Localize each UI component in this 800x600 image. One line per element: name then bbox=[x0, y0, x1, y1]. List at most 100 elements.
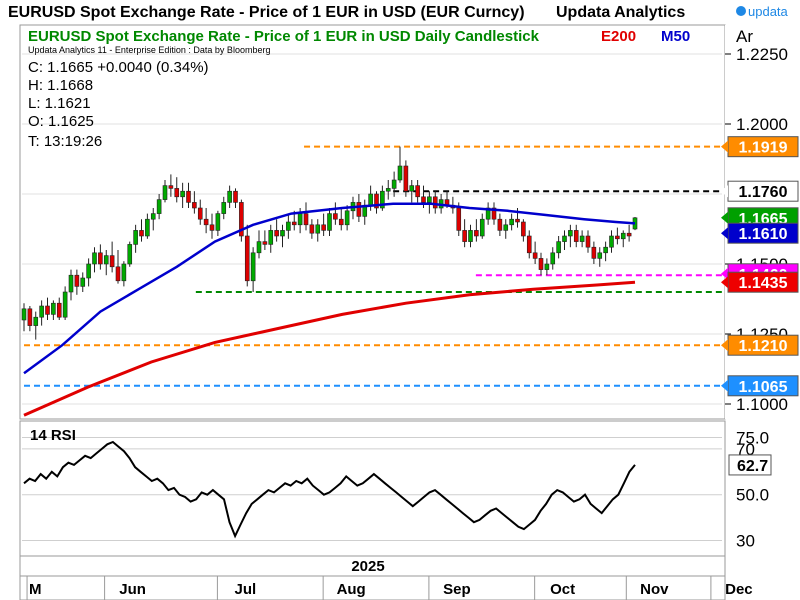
candle-body bbox=[186, 190, 191, 203]
candle-body bbox=[568, 230, 573, 237]
candle-body bbox=[256, 241, 262, 254]
candle-body bbox=[86, 263, 91, 279]
month-label: Oct bbox=[550, 581, 575, 598]
candle-body bbox=[197, 207, 203, 220]
candle-body bbox=[68, 274, 74, 293]
info-close: C: 1.1665 +0.0040 (0.34%) bbox=[28, 59, 209, 76]
candle-body bbox=[585, 235, 591, 248]
candle-body bbox=[409, 185, 415, 192]
candle-body bbox=[385, 188, 391, 192]
rsi-levels bbox=[22, 436, 722, 542]
price-tag-pointer bbox=[721, 276, 728, 289]
title-bar bbox=[0, 0, 800, 23]
candle-body bbox=[192, 202, 197, 209]
credit-line: Updata Analytics 11 - Enterprise Edition… bbox=[28, 45, 270, 55]
candle-body bbox=[380, 190, 385, 209]
rsi-line bbox=[23, 440, 636, 539]
candle-body bbox=[521, 221, 526, 237]
candle-body bbox=[33, 316, 39, 326]
rsi-tick-label: 30 bbox=[736, 532, 755, 551]
month-labels: M Jun Jul Aug Sep Oct Nov Dec bbox=[26, 576, 753, 600]
month-label: Jul bbox=[235, 581, 257, 598]
month-label: Nov bbox=[640, 581, 669, 598]
rsi-tag-box bbox=[728, 454, 772, 476]
candle-body bbox=[139, 230, 144, 237]
window-title: EURUSD Spot Exchange Rate - Price of 1 E… bbox=[8, 4, 525, 21]
price-tag-label: 1.1435 bbox=[739, 275, 788, 292]
candle-body bbox=[233, 190, 238, 203]
price-tag-label: 1.1065 bbox=[739, 379, 788, 396]
candle-body bbox=[274, 230, 279, 237]
e200-line bbox=[23, 280, 636, 417]
candle-body bbox=[579, 235, 585, 242]
candle-body bbox=[556, 241, 561, 254]
candle-body bbox=[145, 218, 150, 237]
rsi-tick-label: 75.0 bbox=[736, 428, 769, 447]
candle-body bbox=[150, 213, 156, 220]
month-label: Jun bbox=[119, 581, 146, 598]
price-tag-label: 1.1610 bbox=[739, 226, 788, 243]
candle-body bbox=[485, 207, 491, 220]
month-band bbox=[19, 575, 726, 600]
candle-body bbox=[356, 202, 362, 217]
candle-body bbox=[532, 252, 538, 259]
candle-body bbox=[333, 213, 338, 220]
candle-body bbox=[620, 232, 626, 240]
candle-body bbox=[468, 230, 473, 242]
candle-body bbox=[92, 252, 97, 265]
candle-body bbox=[244, 235, 250, 282]
candle-body bbox=[121, 263, 127, 282]
candle-body bbox=[397, 165, 403, 181]
candle-body bbox=[368, 193, 373, 206]
candle-body bbox=[203, 218, 209, 226]
candle-body bbox=[591, 246, 597, 259]
candle-body bbox=[550, 252, 556, 265]
candle-body bbox=[615, 235, 620, 240]
rsi-tick-label: 50.0 bbox=[736, 486, 769, 505]
axis-corner-label: Ar bbox=[736, 27, 753, 46]
candle-body bbox=[456, 207, 462, 231]
info-low: L: 1.1621 bbox=[28, 95, 91, 112]
rsi-title: 14 RSI bbox=[30, 427, 76, 444]
price-tag-pointer bbox=[721, 211, 728, 224]
year-label: 2025 bbox=[351, 558, 384, 575]
price-tick-label: 1.2250 bbox=[736, 45, 788, 64]
candle-body bbox=[538, 258, 544, 270]
candle-body bbox=[56, 302, 62, 318]
candle-body bbox=[344, 210, 350, 226]
candle-body bbox=[51, 302, 56, 315]
candle-body bbox=[291, 221, 297, 226]
price-tags: 1.19191.17601.16651.16101.14601.14351.12… bbox=[721, 136, 799, 397]
candle-body bbox=[474, 230, 479, 237]
candle-body bbox=[303, 213, 309, 226]
support-resistance-levels bbox=[24, 145, 722, 387]
candle-body bbox=[309, 224, 315, 234]
candle-body bbox=[286, 221, 291, 231]
price-tag-pointer bbox=[721, 185, 728, 198]
candle-body bbox=[280, 230, 285, 237]
month-label: Dec bbox=[725, 581, 753, 598]
candle-body bbox=[221, 202, 227, 214]
price-tag-pointer bbox=[721, 267, 728, 280]
price-tag-label: 1.1919 bbox=[739, 140, 788, 157]
month-label: Sep bbox=[443, 581, 471, 598]
rsi-tick-label: 70 bbox=[736, 440, 755, 459]
rsi-last-tag: 62.7 bbox=[728, 454, 772, 476]
candle-body bbox=[297, 213, 303, 226]
ma50-line bbox=[23, 202, 636, 375]
price-tick-label: 1.1000 bbox=[736, 395, 788, 414]
candle-body bbox=[597, 252, 603, 259]
month-label: Aug bbox=[337, 581, 366, 598]
candle-body bbox=[321, 224, 326, 231]
info-time: T: 13:19:26 bbox=[28, 133, 102, 150]
candle-body bbox=[21, 308, 27, 321]
candle-body bbox=[127, 244, 133, 265]
candle-body bbox=[338, 218, 344, 226]
logo-text: updata bbox=[748, 4, 789, 19]
candle-body bbox=[603, 246, 608, 254]
candle-body bbox=[427, 196, 432, 203]
price-gridlines bbox=[22, 53, 722, 405]
candle-body bbox=[227, 190, 232, 203]
candle-body bbox=[626, 232, 632, 237]
